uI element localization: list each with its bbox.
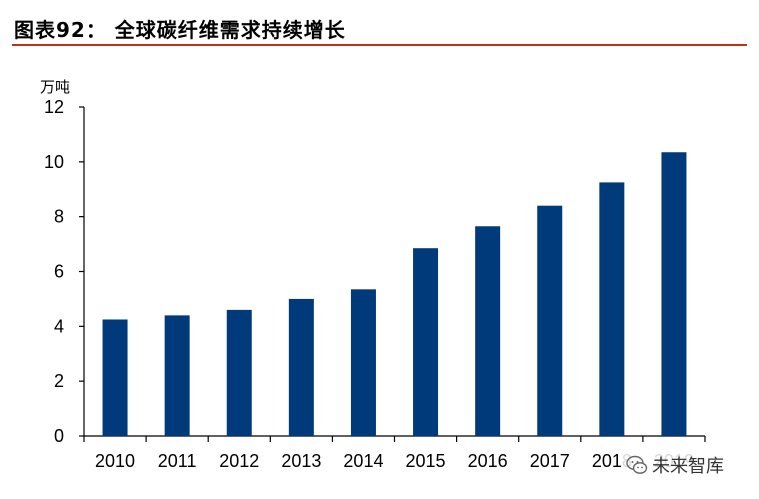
bars xyxy=(102,152,687,437)
y-axis: 0 2 4 6 8 10 12 xyxy=(44,97,85,446)
bar-2016 xyxy=(475,226,501,436)
y-tick-label: 12 xyxy=(44,97,64,117)
x-tick-label: 2010 xyxy=(95,451,135,471)
x-tick-label: 2011 xyxy=(158,451,197,471)
y-tick-label: 4 xyxy=(54,316,64,336)
figure-title: 图表92： 全球碳纤维需求持续增长 xyxy=(14,18,346,42)
title-divider xyxy=(12,44,747,46)
x-tick-label: 2012 xyxy=(219,451,259,471)
figure-header: 图表92： 全球碳纤维需求持续增长 xyxy=(0,0,759,48)
bar-2017 xyxy=(537,205,563,436)
y-tick-label: 6 xyxy=(54,262,64,282)
y-tick-label: 0 xyxy=(54,426,64,446)
bar-2011 xyxy=(164,315,190,436)
x-axis: 2010201120122013201420152016201720182019 xyxy=(83,435,706,471)
bar-2013 xyxy=(288,298,314,436)
bar-2018 xyxy=(599,182,625,436)
bar-2019 xyxy=(661,152,687,437)
x-tick-label: 2016 xyxy=(468,451,508,471)
x-tick-label: 2015 xyxy=(406,451,446,471)
watermark: 未来智库 xyxy=(622,452,728,478)
x-tick-label: 2014 xyxy=(343,451,383,471)
y-axis-unit-label: 万吨 xyxy=(40,78,70,96)
wechat-icon xyxy=(626,455,648,474)
x-tick-label: 2017 xyxy=(530,451,570,471)
x-tick-label: 2013 xyxy=(281,451,321,471)
y-tick-label: 10 xyxy=(44,152,64,172)
bar-2012 xyxy=(226,309,252,436)
y-tick-label: 8 xyxy=(54,207,64,227)
bar-2014 xyxy=(350,289,376,436)
x-tick-label: 2018 xyxy=(592,451,632,471)
bar-2015 xyxy=(413,248,439,436)
bar-2010 xyxy=(102,319,128,436)
watermark-text: 未来智库 xyxy=(652,456,724,477)
y-tick-label: 2 xyxy=(54,371,64,391)
